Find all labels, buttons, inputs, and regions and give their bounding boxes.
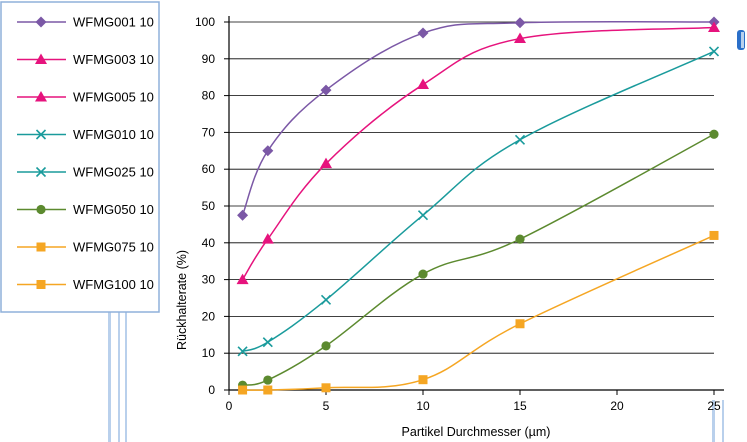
x-tick-label: 20	[610, 399, 624, 413]
data-point-wfmg001-10	[417, 27, 429, 39]
data-point-wfmg075-10	[263, 385, 273, 395]
legend: WFMG001 10 WFMG003 10 WFMG005 10 WFMG010 10…	[17, 15, 154, 292]
y-tick-label: 70	[202, 125, 216, 139]
data-point-wfmg003-10	[417, 78, 429, 90]
decorative-stripes	[108, 30, 745, 442]
legend-box	[0, 1, 160, 313]
y-tick-label: 50	[202, 199, 216, 213]
legend-marker-wfmg005-10	[35, 91, 47, 102]
series-line-wfmg003-10	[241, 26, 715, 280]
legend-marker-wfmg025-10	[35, 166, 47, 178]
data-point-wfmg010-10	[237, 346, 248, 357]
y-tick-label: 30	[202, 273, 216, 287]
x-tick-label: 25	[707, 399, 721, 413]
y-tick-label: 100	[195, 15, 215, 29]
data-point-wfmg075-10	[238, 385, 248, 395]
x-marker-stroke	[262, 337, 273, 348]
y-tick-label: 90	[202, 52, 216, 66]
y-ticks: 0 10 20 30 40 50 60 70 80 90 100	[195, 15, 229, 397]
x-tick-label: 15	[513, 399, 527, 413]
y-tick-label: 20	[202, 309, 216, 323]
data-point-wfmg001-10	[514, 17, 526, 29]
legend-label: WFMG001 10	[73, 15, 154, 30]
data-point-wfmg075-10	[515, 319, 525, 329]
axes	[228, 16, 724, 391]
x-marker-stroke	[514, 134, 526, 145]
gridlines	[229, 21, 714, 354]
legend-marker-wfmg075-10	[36, 242, 46, 252]
legend-marker-wfmg100-10	[36, 280, 46, 289]
data-point-wfmg003-10	[514, 32, 526, 44]
y-tick-label: 60	[202, 162, 216, 176]
data-point-wfmg001-10	[262, 145, 274, 157]
legend-marker-wfmg001-10	[35, 16, 47, 28]
y-axis-title: Rückhalterate (%)	[175, 250, 189, 350]
legend-label: WFMG005 10	[73, 90, 154, 105]
y-tick-label: 40	[202, 236, 216, 250]
x-tick-label: 10	[416, 399, 430, 413]
data-point-wfmg010-10	[262, 337, 273, 348]
data-point-wfmg010-10	[320, 294, 332, 305]
legend-label: WFMG010 10	[73, 127, 154, 142]
legend-label: WFMG025 10	[73, 165, 154, 180]
x-marker-stroke	[237, 346, 248, 357]
y-tick-label: 0	[208, 383, 215, 397]
legend-marker-wfmg050-10	[36, 204, 46, 215]
series-line-wfmg010-10	[242, 50, 715, 353]
series-line-wfmg075-10	[242, 234, 715, 391]
legend-label: WFMG050 10	[73, 202, 154, 217]
series	[236, 16, 720, 395]
x-marker-stroke	[35, 129, 47, 140]
legend-label: WFMG003 10	[73, 52, 154, 67]
data-point-wfmg075-10	[418, 375, 428, 385]
data-point-wfmg050-10	[418, 269, 428, 279]
data-point-wfmg003-10	[236, 273, 249, 285]
data-point-wfmg050-10	[263, 375, 273, 385]
x-axis-title: Partikel Durchmesser (µm)	[402, 425, 551, 439]
legend-label: WFMG075 10	[73, 240, 154, 255]
data-point-wfmg050-10	[321, 341, 331, 351]
data-point-wfmg003-10	[261, 233, 274, 244]
data-point-wfmg010-10	[417, 210, 429, 221]
y-tick-label: 80	[202, 89, 216, 103]
x-marker-stroke	[320, 294, 332, 305]
data-point-wfmg003-10	[708, 21, 720, 33]
data-point-wfmg050-10	[709, 129, 719, 139]
data-point-wfmg010-10	[514, 134, 526, 145]
x-marker-stroke	[417, 210, 429, 221]
legend-label: WFMG100 10	[73, 277, 154, 292]
x-marker-stroke	[35, 166, 47, 178]
data-point-wfmg003-10	[320, 157, 332, 169]
data-point-wfmg001-10	[320, 84, 332, 96]
legend-marker-wfmg010-10	[35, 129, 47, 140]
data-point-wfmg001-10	[237, 209, 249, 221]
x-tick-label: 0	[226, 399, 233, 413]
y-tick-label: 10	[202, 346, 216, 360]
x-ticks: 0 5 10 15 20 25	[226, 390, 721, 413]
data-point-wfmg075-10	[321, 383, 331, 393]
x-tick-label: 5	[323, 399, 330, 413]
data-point-wfmg010-10	[708, 46, 720, 57]
x-marker-stroke	[708, 46, 720, 57]
legend-marker-wfmg003-10	[35, 53, 47, 64]
data-point-wfmg050-10	[515, 234, 525, 244]
data-point-wfmg075-10	[709, 230, 719, 240]
